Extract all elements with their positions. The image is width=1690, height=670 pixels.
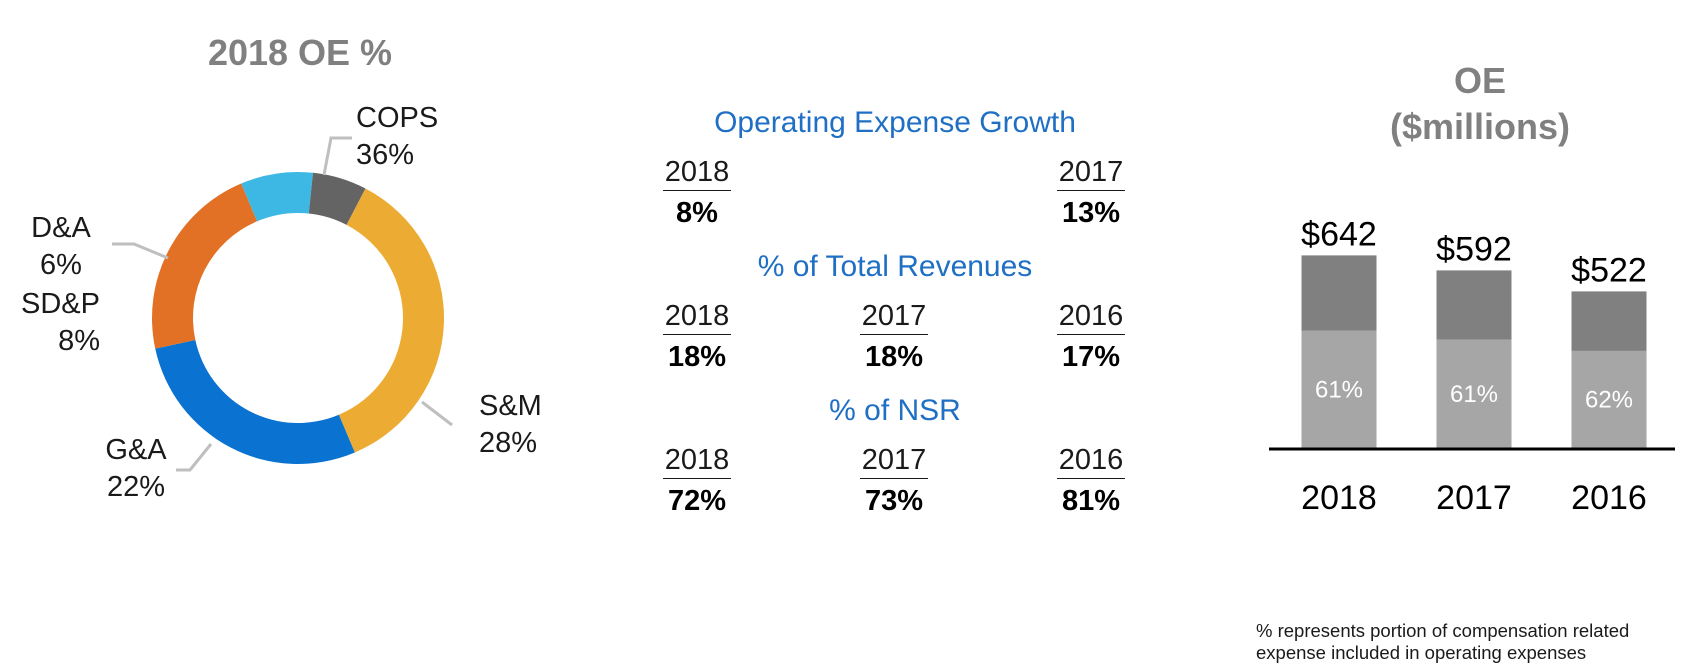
footnote: % represents portion of compensation rel… [1256,620,1686,664]
nsr-value-2018: 72% [667,485,727,517]
da-label: D&A 6% [26,210,96,284]
donut-slice-sdp [241,172,314,222]
x-tick-label-2018: 2018 [1301,479,1377,517]
nsr-value-2017: 73% [864,485,924,517]
bar-other-2016 [1571,291,1647,351]
bar-compensation-2016 [1571,350,1647,448]
nsr-year-2016: 2016 [1041,443,1141,479]
bar-total-label-2017: $592 [1436,230,1512,268]
growth-year-2017: 2017 [1041,155,1141,191]
sm-name: S&M [479,390,542,422]
da-leader-line [112,242,169,260]
growth-heading: Operating Expense Growth [714,106,1076,139]
bar-share-label-2016: 62% [1585,386,1633,413]
ga-value: 22% [106,471,166,503]
sdp-label: SD&P 8% [0,286,100,360]
growth-year-2018: 2018 [647,155,747,191]
donut-slice-ga [151,183,258,349]
revenues-year-2018: 2018 [647,299,747,335]
leader-lines [112,136,453,472]
footnote-line1: % represents portion of compensation rel… [1256,620,1630,641]
ga-label: G&A 22% [86,432,186,506]
cops-label: COPS 36% [356,100,438,174]
oe-title-line1: OE [1453,60,1506,101]
x-tick-label-2016: 2016 [1571,479,1647,517]
bar-compensation-2018 [1301,330,1377,448]
cops-value: 36% [356,139,415,171]
growth-value-2018: 8% [676,197,718,229]
nsr-heading: % of NSR [829,394,961,427]
footnote-line2: expense included in operating expenses [1256,642,1587,663]
revenues-value-2018: 18% [667,341,727,373]
donut-chart-title: 2018 OE % [207,32,393,73]
nsr-value-2016: 81% [1061,485,1121,517]
cops-leader-line [322,136,352,176]
sm-value: 28% [479,427,538,459]
bar-total-label-2018: $642 [1301,215,1377,253]
da-value: 6% [40,249,82,281]
bar-other-2017 [1436,270,1512,340]
bar-total-label-2016: $522 [1571,251,1647,289]
oe-bars: $642 61% 2018 $592 61% 2017 $522 62% 2016 [1301,215,1647,517]
oe-chart-title: OE ($millions) [1360,58,1600,150]
donut-chart [112,136,453,472]
cops-name: COPS [356,102,439,134]
bar-share-label-2017: 61% [1450,381,1498,408]
revenues-year-2016: 2016 [1041,299,1141,335]
oe-bar-chart: $642 61% 2018 $592 61% 2017 $522 62% 2016 [1269,215,1675,517]
ga-name: G&A [105,434,167,466]
nsr-year-2017: 2017 [844,443,944,479]
donut-slice-da [308,172,366,225]
x-tick-label-2017: 2017 [1436,479,1512,517]
bar-compensation-2017 [1436,339,1512,448]
sm-label: S&M 28% [479,388,542,462]
sdp-value: 8% [58,325,100,357]
sm-leader-line [421,400,453,427]
revenues-value-2016: 17% [1061,341,1121,373]
bar-share-label-2018: 61% [1315,376,1363,403]
ga-leader-line [176,443,213,472]
revenues-year-2017: 2017 [844,299,944,335]
revenues-heading: % of Total Revenues [757,250,1033,283]
bar-other-2018 [1301,255,1377,331]
nsr-year-2018: 2018 [647,443,747,479]
revenues-value-2017: 18% [864,341,924,373]
sdp-name: SD&P [21,288,100,320]
donut-slice-sm [155,340,355,464]
da-name: D&A [31,212,91,244]
oe-title-line2: ($millions) [1389,106,1571,147]
donut-slice-cops [338,188,444,453]
growth-value-2017: 13% [1061,197,1121,229]
donut-slices [151,172,444,464]
